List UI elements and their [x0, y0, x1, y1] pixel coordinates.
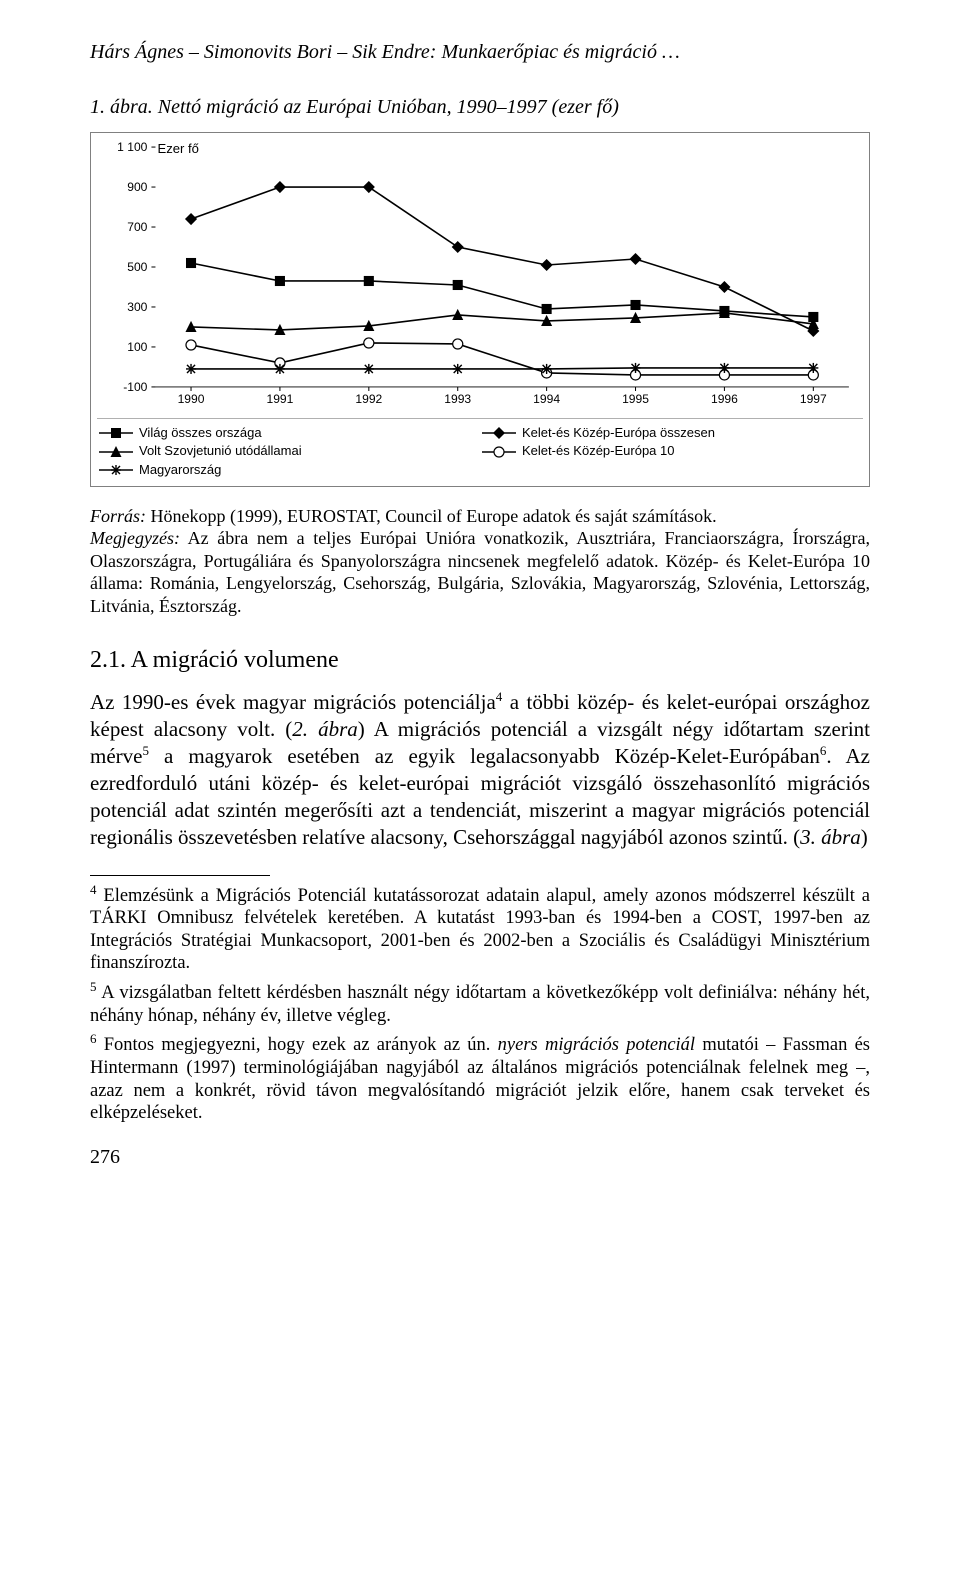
svg-text:1995: 1995	[622, 392, 649, 406]
chart-legend: Világ összes országa Volt Szovjetunió ut…	[97, 418, 863, 480]
svg-text:900: 900	[127, 180, 147, 194]
svg-text:1994: 1994	[533, 392, 560, 406]
source-text-2: Az ábra nem a teljes Európai Unióra vona…	[90, 528, 870, 616]
source-text-1: Hönekopp (1999), EUROSTAT, Council of Eu…	[146, 506, 717, 526]
svg-text:700: 700	[127, 220, 147, 234]
footnote-4: 4 Elemzésünk a Migrációs Potenciál kutat…	[90, 882, 870, 975]
svg-text:100: 100	[127, 340, 147, 354]
line-chart: Ezer fő -100 100 300 500 700 900 1 100 1990 1991 1…	[97, 139, 863, 418]
svg-text:1996: 1996	[711, 392, 738, 406]
figure-source-note: Forrás: Hönekopp (1999), EUROSTAT, Counc…	[90, 505, 870, 618]
figure-caption: 1. ábra. Nettó migráció az Európai Uniób…	[90, 95, 870, 120]
svg-text:1997: 1997	[800, 392, 827, 406]
section-heading: 2.1. A migráció volumene	[90, 645, 870, 675]
legend-item: Kelet-és Közép-Európa összesen	[480, 425, 863, 441]
footnote-ref-5: 5	[142, 743, 149, 758]
note-label: Megjegyzés:	[90, 528, 180, 548]
running-head: Hárs Ágnes – Simonovits Bori – Sik Endre…	[90, 40, 870, 65]
body-paragraph: Az 1990-es évek magyar migrációs potenci…	[90, 689, 870, 850]
legend-item: Volt Szovjetunió utódállamai	[97, 443, 480, 459]
footnote-5: 5 A vizsgálatban feltett kérdésben haszn…	[90, 979, 870, 1027]
svg-text:1992: 1992	[355, 392, 382, 406]
chart-frame: Ezer fő -100 100 300 500 700 900 1 100 1990 1991 1…	[90, 132, 870, 487]
footnote-ref-4: 4	[496, 689, 503, 704]
svg-text:500: 500	[127, 260, 147, 274]
source-label: Forrás:	[90, 506, 146, 526]
svg-text:-100: -100	[123, 380, 147, 394]
footnote-ref-6: 6	[820, 743, 827, 758]
footnote-6: 6 Fontos megjegyezni, hogy ezek az arány…	[90, 1031, 870, 1124]
svg-text:300: 300	[127, 300, 147, 314]
svg-text:1 100: 1 100	[117, 140, 148, 154]
legend-item: Kelet-és Közép-Európa 10	[480, 443, 863, 459]
footnotes-separator	[90, 875, 270, 876]
svg-text:1990: 1990	[178, 392, 205, 406]
legend-item: Világ összes országa	[97, 425, 480, 441]
svg-text:1993: 1993	[444, 392, 471, 406]
legend-item: Magyarország	[97, 462, 480, 478]
svg-text:1991: 1991	[266, 392, 293, 406]
svg-text:Ezer fő: Ezer fő	[157, 141, 198, 156]
page-number: 276	[90, 1145, 870, 1170]
